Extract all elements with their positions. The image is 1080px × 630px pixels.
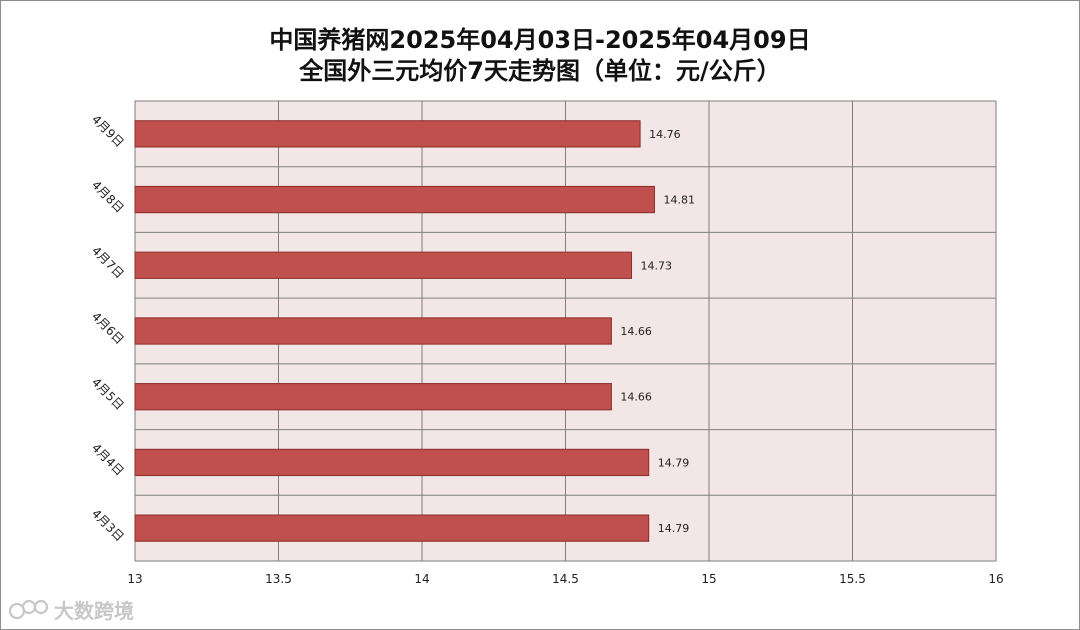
data-label: 14.66 [620, 325, 652, 338]
data-label: 14.79 [658, 456, 690, 469]
category-label: 4月9日 [89, 112, 127, 150]
category-label: 4月4日 [89, 441, 127, 479]
bar-1 [134, 120, 641, 148]
bar-2 [134, 185, 655, 214]
data-label: 14.79 [658, 522, 690, 535]
bar-6 [134, 448, 650, 477]
bar-7 [134, 514, 650, 542]
data-label: 14.76 [649, 128, 681, 141]
category-label: 4月7日 [89, 244, 127, 282]
x-tick-label: 15 [701, 572, 716, 586]
x-tick-label: 16 [988, 572, 1003, 586]
category-label: 4月5日 [89, 375, 127, 413]
bar-5 [134, 383, 612, 411]
x-tick-label: 13 [127, 572, 142, 586]
watermark: 大数跨境 [8, 595, 134, 624]
watermark-logo-icon [8, 599, 49, 619]
x-tick-label: 14 [414, 572, 429, 586]
data-label: 14.66 [620, 391, 652, 404]
category-label: 4月3日 [89, 506, 127, 544]
category-label: 4月6日 [89, 309, 127, 347]
data-label: 14.73 [641, 259, 673, 272]
watermark-text: 大数跨境 [54, 599, 134, 623]
x-tick-label: 13.5 [265, 572, 292, 586]
x-tick-label: 15.5 [839, 572, 866, 586]
chart-title-line-1: 中国养猪网2025年04月03日-2025年04月09日 [269, 26, 811, 54]
chart-title-line-2: 全国外三元均价7天走势图（单位：元/公斤） [299, 57, 781, 85]
data-label: 14.81 [663, 194, 695, 207]
category-label: 4月8日 [89, 178, 127, 216]
bar-3 [134, 251, 633, 279]
bar-4 [134, 317, 612, 345]
x-tick-label: 14.5 [552, 572, 579, 586]
